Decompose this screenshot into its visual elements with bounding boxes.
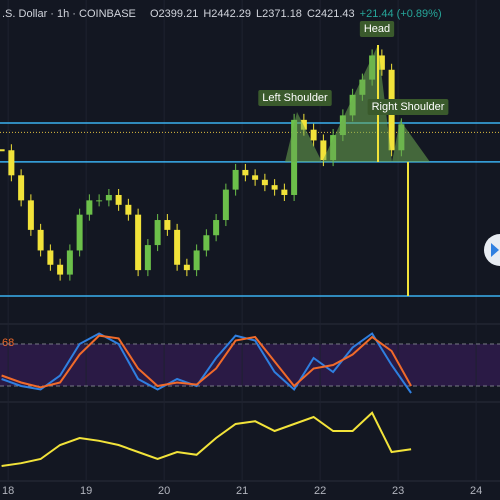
candle	[252, 175, 259, 180]
ohlc-value: O2399.21	[150, 8, 198, 20]
head-shape	[322, 45, 392, 162]
annotation: Head	[364, 23, 390, 35]
ohlc-value: L2371.18	[256, 8, 302, 20]
candle	[86, 200, 93, 215]
candle	[47, 250, 54, 265]
head-shoulders-pattern	[285, 45, 430, 296]
ohlc-value: H2442.29	[203, 8, 251, 20]
price-change: +21.44 (+0.89%)	[360, 8, 442, 20]
candle	[222, 189, 229, 221]
candle	[232, 169, 239, 190]
candle	[144, 245, 151, 271]
candle	[96, 200, 103, 202]
candle	[105, 194, 112, 201]
candle	[203, 235, 210, 251]
ohlc-value: C2421.43	[307, 8, 355, 20]
candle	[174, 229, 181, 265]
x-tick-label: 20	[158, 485, 170, 497]
candle	[271, 185, 278, 190]
indicator-line	[1, 411, 412, 467]
stoch-label: 68	[2, 337, 14, 349]
candle	[300, 119, 307, 130]
candle	[193, 250, 200, 271]
x-tick-label: 21	[236, 485, 248, 497]
annotation-box	[359, 21, 395, 37]
annotation: Right Shoulder	[372, 101, 445, 113]
candle	[37, 229, 44, 251]
candle	[281, 189, 288, 195]
indicator-line	[1, 334, 412, 389]
candle	[0, 149, 5, 152]
candle	[115, 194, 122, 205]
candle	[66, 250, 73, 275]
candle	[261, 179, 268, 186]
candle	[18, 175, 25, 201]
candle	[213, 220, 220, 236]
candle	[378, 55, 385, 70]
x-tick-label: 19	[80, 485, 92, 497]
annotation: Left Shoulder	[262, 92, 328, 104]
annotation-box	[258, 90, 332, 106]
candle	[8, 150, 15, 176]
x-tick-label: 22	[314, 485, 326, 497]
candle	[154, 220, 161, 246]
candle	[310, 129, 317, 141]
candle	[125, 204, 132, 215]
x-tick-label: 24	[470, 485, 482, 497]
candle	[27, 200, 34, 230]
scroll-icon	[491, 243, 499, 257]
right-shoulder-shape	[392, 120, 430, 162]
annotation-box	[367, 99, 449, 115]
candle	[242, 169, 249, 176]
symbol: .S. Dollar · 1h · COINBASE	[2, 8, 136, 20]
x-tick-label: 23	[392, 485, 404, 497]
candle	[183, 264, 190, 271]
candle	[135, 214, 142, 271]
candle	[164, 220, 171, 230]
candle	[57, 264, 64, 275]
candle	[76, 214, 83, 251]
candle	[320, 140, 327, 161]
x-tick-label: 18	[2, 485, 14, 497]
left-shoulder-shape	[285, 112, 322, 162]
